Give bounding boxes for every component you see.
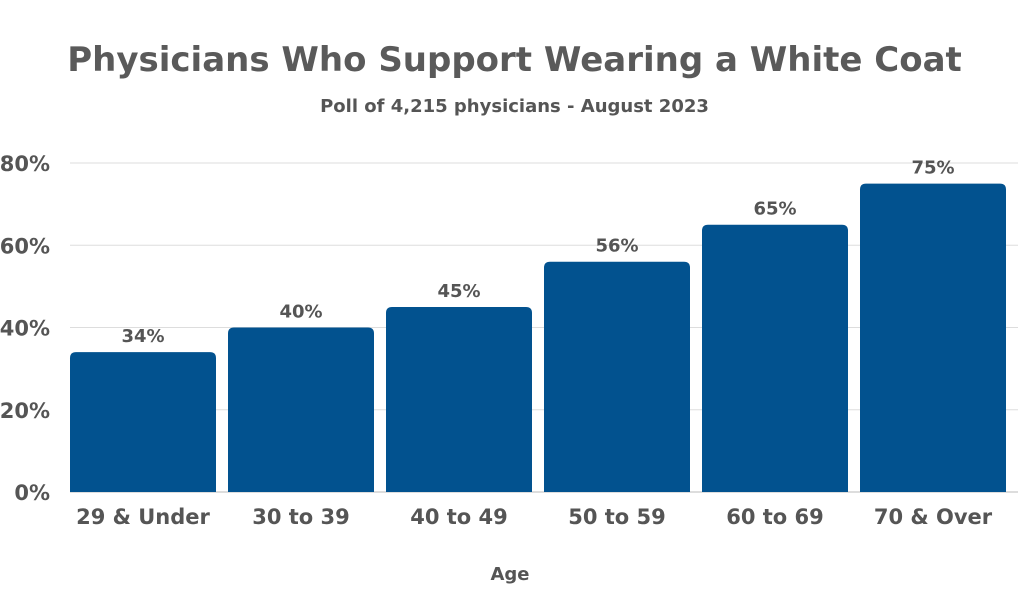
- bar-value-label: 56%: [595, 236, 638, 257]
- x-category-label: 60 to 69: [726, 505, 824, 529]
- x-category-label: 50 to 59: [568, 505, 666, 529]
- bar: [860, 183, 1006, 492]
- bar-value-label: 45%: [437, 281, 480, 302]
- y-tick-label: 40%: [0, 317, 50, 341]
- bar-value-label: 34%: [121, 326, 164, 347]
- bar: [702, 224, 848, 492]
- x-category-label: 70 & Over: [874, 505, 993, 529]
- bar-value-label: 75%: [911, 158, 954, 179]
- y-tick-label: 80%: [0, 152, 50, 176]
- x-category-label: 30 to 39: [252, 505, 350, 529]
- bar-value-label: 40%: [279, 302, 322, 323]
- bar-value-label: 65%: [753, 199, 796, 220]
- y-axis-ticks: 0% 20% 40% 60% 80%: [0, 152, 50, 505]
- bar: [386, 306, 532, 492]
- x-category-label: 29 & Under: [76, 505, 210, 529]
- bar: [544, 261, 690, 492]
- y-tick-label: 0%: [14, 481, 50, 505]
- chart-subtitle: Poll of 4,215 physicians - August 2023: [320, 96, 709, 117]
- bar: [228, 327, 374, 492]
- x-axis-title: Age: [490, 564, 529, 585]
- x-category-label: 40 to 49: [410, 505, 508, 529]
- bars: [70, 183, 1006, 492]
- x-axis-categories: 29 & Under 30 to 39 40 to 49 50 to 59 60 to …: [76, 505, 993, 529]
- y-tick-label: 20%: [0, 399, 50, 423]
- bar: [70, 352, 216, 492]
- data-labels: 34% 40% 45% 56% 65% 75%: [121, 158, 954, 348]
- chart-title: Physicians Who Support Wearing a White C…: [67, 40, 962, 80]
- y-tick-label: 60%: [0, 234, 50, 258]
